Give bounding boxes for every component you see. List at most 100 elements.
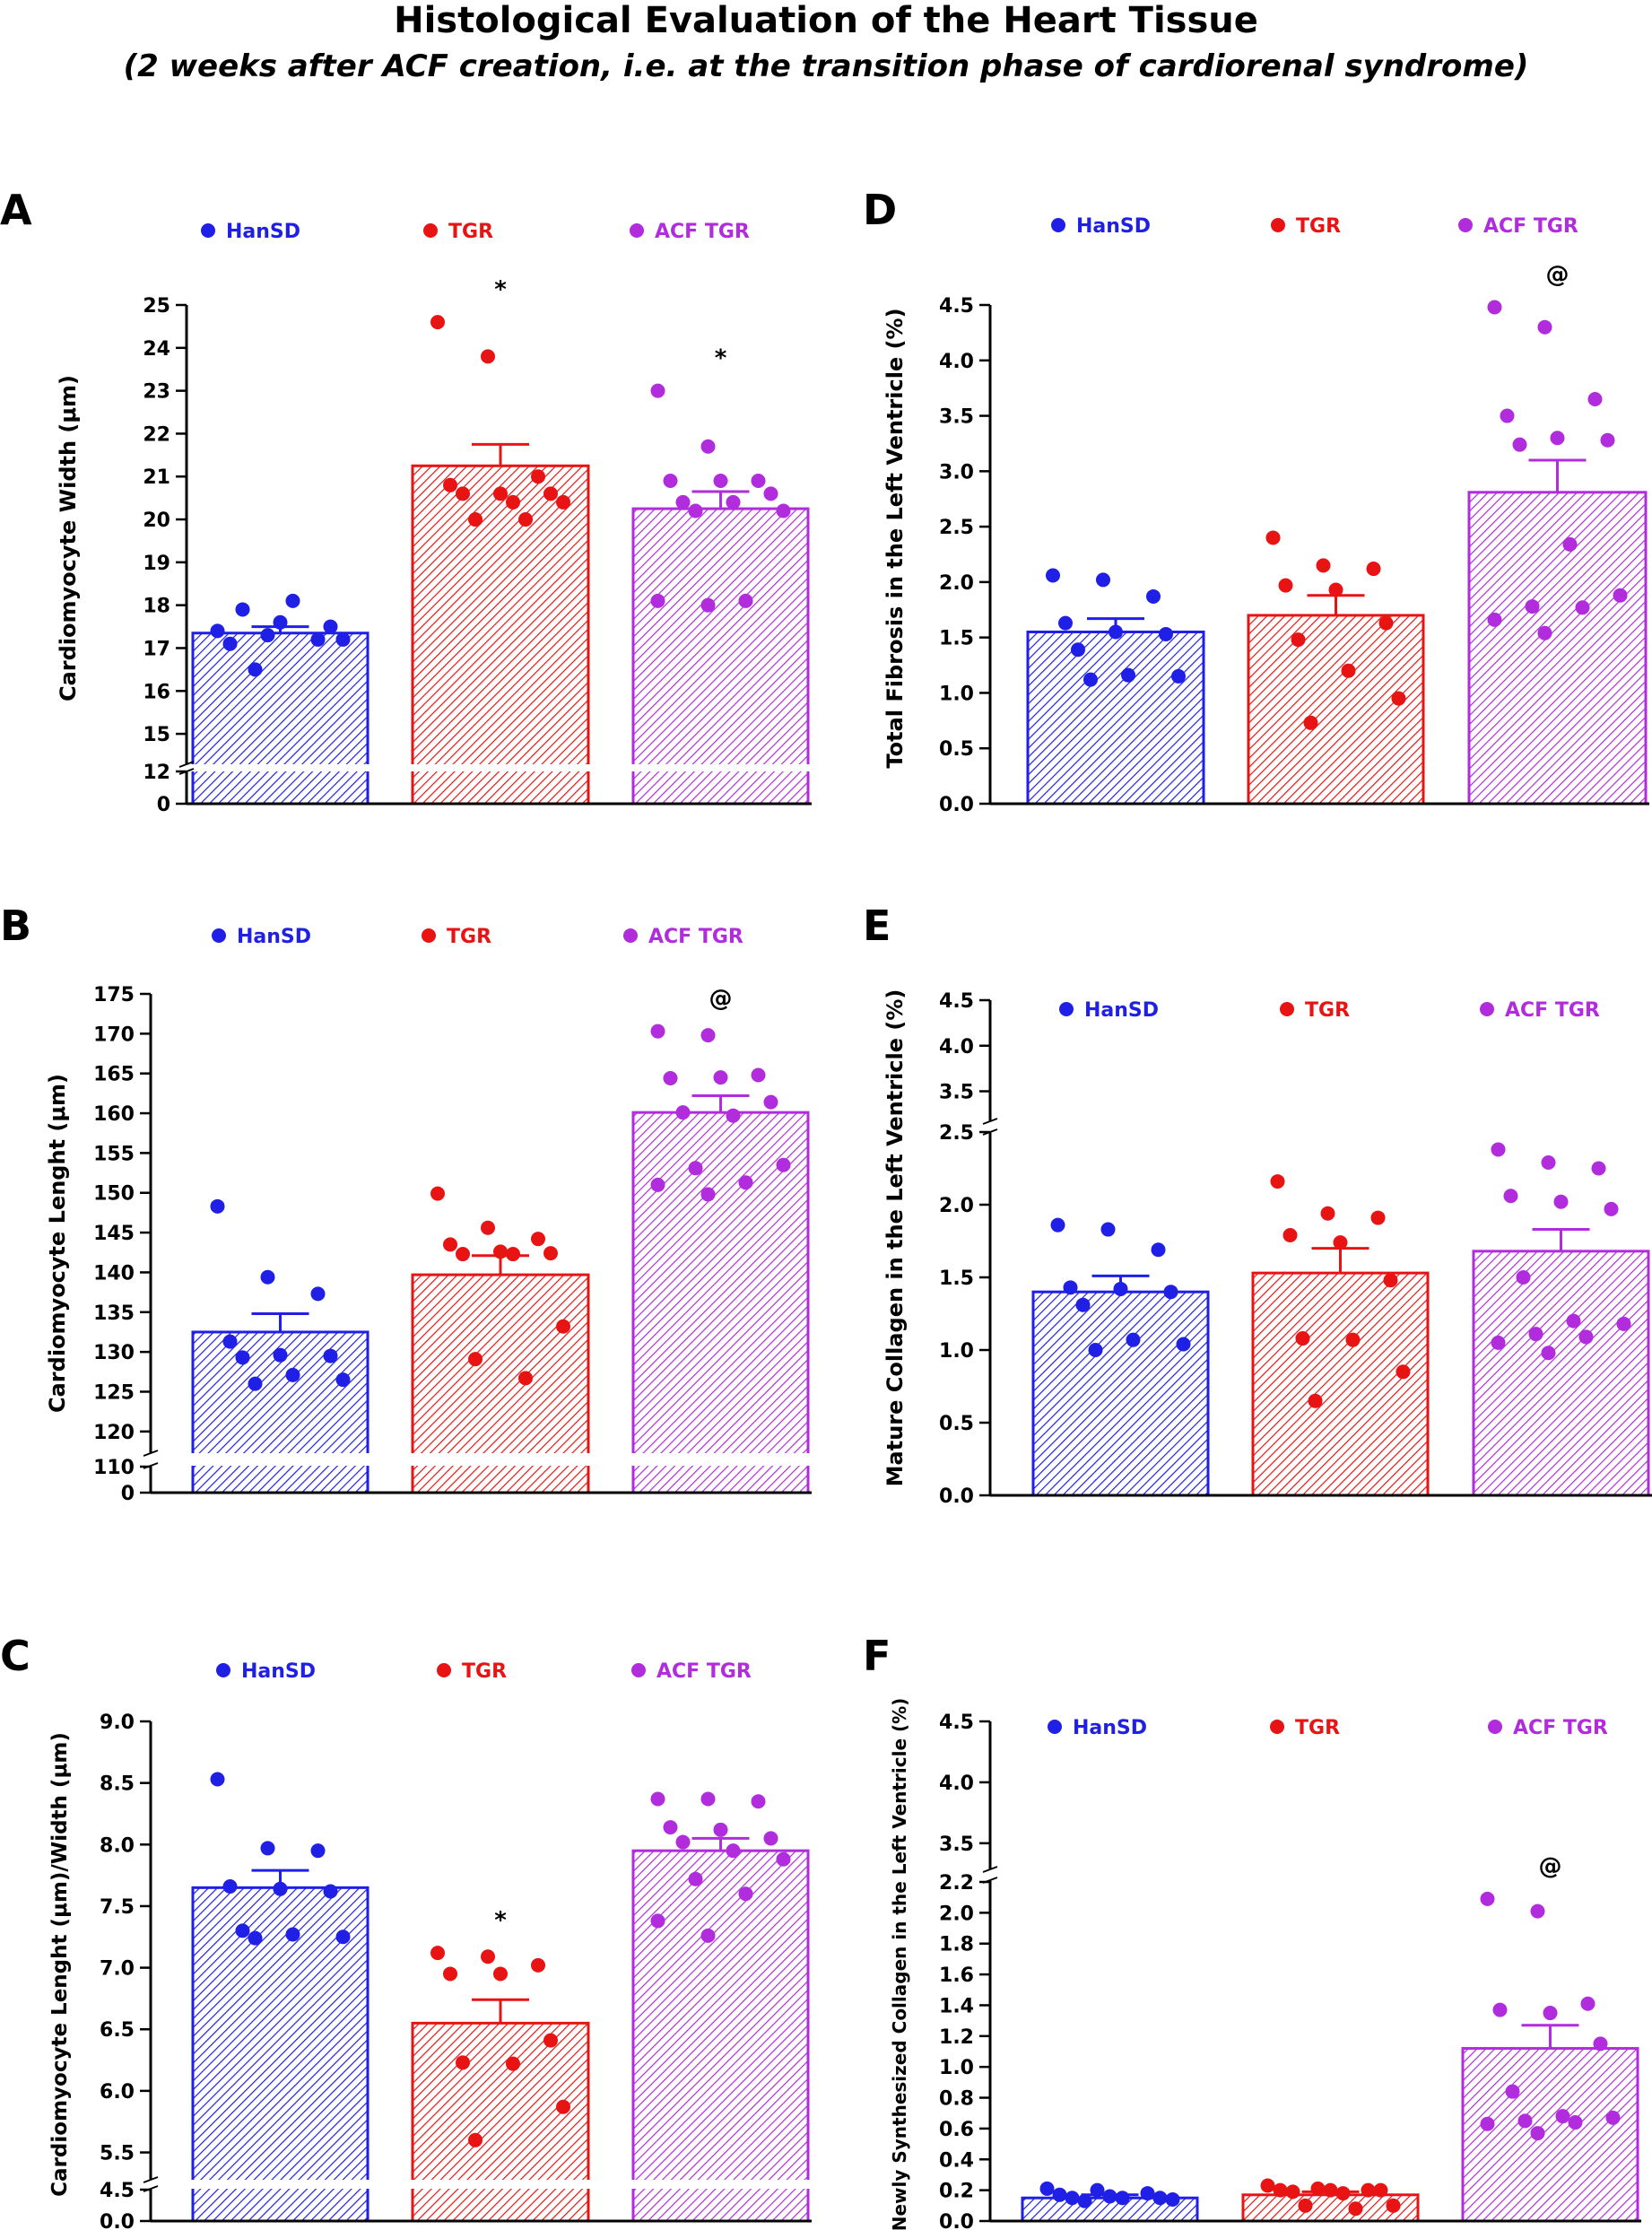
data-point	[543, 1246, 558, 1261]
y-tick-label: 17	[143, 638, 170, 660]
data-point	[763, 486, 778, 501]
data-point	[675, 1834, 691, 1850]
axis-break-band	[991, 1869, 1652, 1880]
data-point	[1516, 1270, 1531, 1285]
data-point	[222, 1334, 238, 1349]
data-point	[1265, 530, 1281, 545]
data-point	[430, 1186, 445, 1201]
y-tick-label: 18	[143, 596, 170, 618]
data-point	[430, 315, 445, 330]
data-point	[285, 593, 300, 608]
data-point	[468, 2132, 483, 2147]
data-point	[493, 1966, 508, 1982]
chart-panel-f: F Newly Synthesized Collagen in the Left …	[863, 1632, 1652, 2230]
data-point	[1102, 2189, 1117, 2204]
data-point	[1176, 1337, 1191, 1352]
data-point	[700, 597, 716, 613]
y-tick-label: 135	[93, 1302, 135, 1325]
data-point	[210, 623, 225, 639]
data-point	[443, 1966, 457, 1982]
data-point	[700, 1928, 716, 1943]
data-point	[776, 1851, 791, 1867]
data-point	[1100, 1222, 1116, 1237]
legend-marker	[1488, 1720, 1502, 1734]
y-tick-label: 130	[93, 1342, 135, 1364]
data-point	[776, 1157, 791, 1172]
data-point	[776, 503, 791, 518]
chart-panel-d: D Total Fibrosis in the Left Ventricle (%…	[863, 186, 1649, 816]
data-point	[1285, 2184, 1300, 2200]
data-point	[688, 503, 703, 518]
y-tick-label: 4.5	[939, 1712, 974, 1734]
data-point	[1361, 2182, 1376, 2198]
data-point	[456, 1247, 470, 1262]
data-point	[726, 494, 741, 510]
y-tick-label: 8.0	[100, 1834, 135, 1857]
y-tick-label: 0.0	[100, 2211, 135, 2230]
y-tick-label: 8.5	[100, 1773, 135, 1796]
y-tick-label: 9.0	[100, 1712, 135, 1734]
data-point	[650, 1913, 665, 1929]
data-point	[1593, 2036, 1608, 2051]
y-tick-label: 1.8	[939, 1934, 974, 1956]
data-point	[663, 1820, 678, 1835]
data-point	[493, 1244, 508, 1259]
data-point	[1370, 1210, 1386, 1225]
y-tick-label: 4.0	[939, 351, 974, 373]
data-point	[1071, 642, 1085, 658]
significance-marker: *	[715, 345, 727, 372]
axis-break-mark	[143, 1450, 159, 1457]
data-point	[1373, 2182, 1388, 2198]
data-point	[260, 1269, 275, 1285]
data-point	[700, 1791, 716, 1807]
data-point	[1075, 1297, 1091, 1312]
legend-label: ACF TGR	[1483, 215, 1578, 238]
data-point	[456, 486, 470, 501]
y-tick-label: 3.5	[939, 1834, 974, 1856]
data-point	[700, 1187, 716, 1202]
bar-hansd	[1031, 1290, 1210, 1497]
legend-label: HanSD	[226, 221, 300, 243]
data-point	[650, 1791, 665, 1807]
data-point	[1530, 1903, 1545, 1919]
axis-break-mark	[143, 2176, 159, 2183]
data-point	[738, 1886, 753, 1902]
data-point	[700, 439, 716, 454]
data-point	[1613, 588, 1628, 603]
data-point	[1604, 1201, 1619, 1216]
data-point	[481, 1949, 495, 1964]
legend-marker	[631, 1663, 646, 1677]
y-tick-label: 20	[143, 510, 170, 532]
y-tick-label: 19	[143, 553, 170, 575]
legend-label: HanSD	[1084, 999, 1159, 1022]
panel-label: D	[863, 186, 897, 234]
data-point	[248, 662, 263, 677]
y-tick-label: 4.5	[939, 295, 974, 318]
data-point	[1163, 1285, 1178, 1300]
y-tick-label: 1.4	[939, 1995, 974, 2017]
data-point	[235, 602, 250, 617]
data-point	[650, 383, 665, 398]
y-tick-label: 145	[93, 1223, 135, 1245]
bar-tgr	[1251, 1271, 1430, 1497]
legend-label: TGR	[462, 1660, 507, 1683]
data-point	[506, 2056, 520, 2071]
data-point	[1088, 1343, 1103, 1357]
data-point	[1605, 2110, 1621, 2125]
data-point	[1151, 1242, 1166, 1258]
y-tick-label: 7.5	[100, 1896, 135, 1919]
y-tick-label: 140	[93, 1262, 135, 1285]
data-point	[1578, 1329, 1594, 1345]
bar-tgr	[1247, 614, 1425, 806]
data-point	[726, 1843, 741, 1859]
data-point	[1566, 1313, 1581, 1328]
legend-label: ACF TGR	[1505, 999, 1600, 1022]
data-point	[1528, 1327, 1543, 1342]
data-point	[751, 474, 766, 489]
data-point	[650, 1177, 665, 1192]
significance-marker: @	[1539, 1853, 1562, 1880]
data-point	[443, 1237, 457, 1252]
data-point	[1052, 2187, 1067, 2202]
data-point	[481, 349, 495, 364]
data-point	[1140, 2186, 1155, 2201]
